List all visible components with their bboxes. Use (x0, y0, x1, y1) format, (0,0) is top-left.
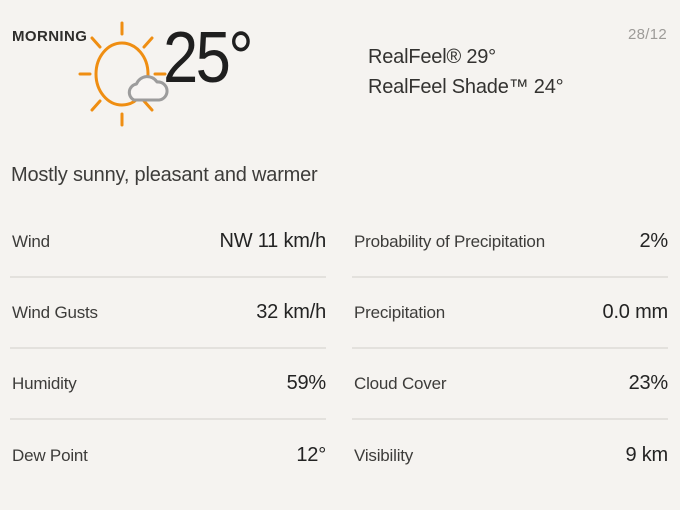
realfeel-shade-value: RealFeel Shade™ 24° (368, 76, 564, 98)
detail-value: 23% (628, 372, 669, 394)
detail-label: Wind Gusts (12, 302, 98, 322)
mostly-sunny-with-cloud-icon (78, 21, 169, 127)
detail-value: 12° (296, 444, 326, 466)
detail-value: 59% (286, 372, 327, 394)
detail-label: Cloud Cover (354, 373, 447, 393)
details-table: Wind NW 11 km/h Wind Gusts 32 km/h Humid… (10, 207, 668, 491)
detail-row-visibility: Visibility 9 km (352, 420, 668, 491)
detail-row-cloud-cover: Cloud Cover 23% (352, 349, 668, 420)
detail-label: Dew Point (12, 445, 88, 465)
detail-value: 2% (639, 230, 668, 252)
detail-row-dew-point: Dew Point 12° (10, 420, 326, 491)
detail-row-precip-probability: Probability of Precipitation 2% (352, 207, 668, 278)
detail-value: 0.0 mm (602, 301, 669, 323)
period-label: MORNING (12, 28, 88, 45)
detail-value: NW 11 km/h (219, 230, 326, 252)
detail-label: Probability of Precipitation (354, 231, 545, 251)
detail-label: Precipitation (354, 302, 445, 322)
detail-label: Visibility (354, 445, 414, 465)
temperature-value: 25° (163, 18, 254, 98)
detail-row-humidity: Humidity 59% (10, 349, 326, 420)
date-label: 28/12 (627, 26, 667, 43)
details-column-left: Wind NW 11 km/h Wind Gusts 32 km/h Humid… (10, 207, 326, 491)
forecast-summary: Mostly sunny, pleasant and warmer (11, 164, 318, 186)
detail-row-wind: Wind NW 11 km/h (10, 207, 326, 278)
detail-label: Humidity (12, 373, 77, 393)
detail-row-wind-gusts: Wind Gusts 32 km/h (10, 278, 326, 349)
detail-value: 9 km (625, 444, 668, 466)
realfeel-block: RealFeel® 29° RealFeel Shade™ 24° (368, 42, 564, 102)
detail-row-precipitation: Precipitation 0.0 mm (352, 278, 668, 349)
detail-label: Wind (12, 231, 50, 251)
details-column-right: Probability of Precipitation 2% Precipit… (352, 207, 668, 491)
realfeel-value: RealFeel® 29° (368, 46, 496, 68)
detail-value: 32 km/h (256, 301, 326, 323)
